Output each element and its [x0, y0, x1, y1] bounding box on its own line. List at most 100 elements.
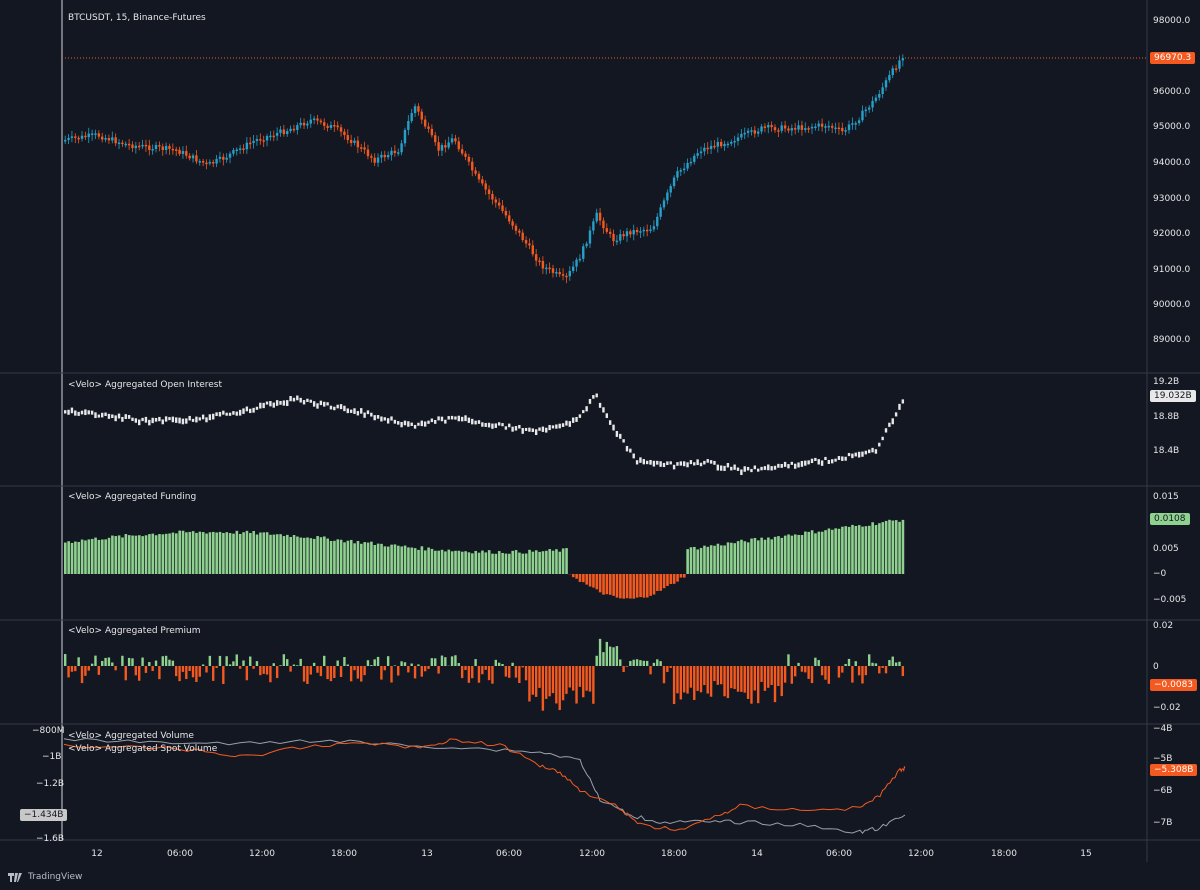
premium-bar	[279, 665, 282, 666]
candle-body	[467, 156, 471, 162]
funding-bar	[810, 530, 814, 574]
funding-bar	[528, 549, 531, 574]
candle-body	[74, 136, 77, 138]
funding-bar	[501, 552, 504, 574]
candle-body	[800, 125, 804, 130]
oi-candle	[67, 409, 70, 415]
candle-body	[864, 109, 868, 112]
oi-candle	[790, 461, 794, 465]
candle-body	[363, 147, 366, 150]
oi-candle	[302, 400, 306, 405]
premium-bar	[141, 657, 144, 666]
premium-bar	[349, 666, 353, 682]
premium-bar	[531, 666, 534, 695]
oi-candle	[753, 465, 757, 470]
candle-body	[635, 230, 639, 233]
premium-bar	[400, 661, 403, 666]
funding-bar	[185, 532, 188, 574]
funding-bar	[508, 553, 511, 574]
funding-bar	[393, 544, 397, 574]
premium-bar	[460, 666, 464, 679]
premium-bar	[323, 655, 326, 666]
oi-candle	[94, 412, 97, 419]
tradingview-footer[interactable]: TradingView	[8, 872, 82, 882]
candle-body	[447, 142, 450, 148]
candle-body	[706, 147, 709, 150]
funding-bar	[430, 548, 434, 574]
oi-candle	[107, 413, 111, 419]
funding-bar	[487, 550, 491, 574]
candle-body	[302, 122, 306, 126]
funding-bar	[854, 525, 858, 574]
candle-body	[400, 143, 403, 153]
funding-bar	[144, 535, 148, 574]
candle-body	[639, 231, 642, 233]
oi-candle	[487, 422, 491, 428]
candle-body	[891, 68, 894, 76]
premium-bar	[218, 655, 222, 666]
oi-candle	[437, 416, 440, 421]
premium-bar	[477, 666, 481, 683]
oi-candle	[164, 416, 168, 422]
funding-bar	[316, 536, 319, 574]
candle-body	[797, 125, 800, 130]
premium-bar	[302, 666, 306, 682]
candle-body	[531, 245, 534, 255]
candle-body	[175, 149, 178, 151]
funding-bar	[881, 522, 885, 574]
candle-body	[154, 145, 158, 150]
oi-candle	[508, 423, 511, 428]
premium-bar	[286, 659, 289, 666]
oi-candle	[447, 416, 450, 420]
candle-body	[571, 266, 575, 271]
funding-bar	[699, 547, 703, 574]
candle-body	[164, 145, 168, 151]
oi-candle	[427, 420, 430, 424]
oi-candle	[746, 466, 750, 471]
premium-bar	[884, 666, 888, 674]
oi-candle	[639, 457, 642, 463]
premium-bar	[232, 661, 235, 666]
oi-candle	[612, 424, 615, 431]
candle-body	[777, 130, 780, 132]
candle-body	[545, 267, 548, 270]
candle-body	[830, 125, 834, 128]
candle-body	[686, 163, 689, 169]
funding-bar	[218, 531, 222, 574]
funding-bar	[888, 519, 891, 574]
candle-body	[676, 171, 679, 178]
candle-body	[471, 161, 474, 171]
funding-bar	[259, 532, 262, 574]
candle-body	[178, 149, 181, 154]
candle-body	[612, 233, 615, 242]
premium-bar	[198, 666, 201, 677]
premium-bar	[689, 666, 693, 688]
oi-candle	[713, 460, 716, 465]
candle-body	[104, 138, 107, 140]
candle-body	[810, 126, 814, 129]
price-tick: 96000.0	[1153, 87, 1191, 97]
funding-bar	[652, 574, 656, 595]
oi-candle	[208, 414, 212, 421]
funding-bar	[296, 536, 299, 574]
oi-candle	[144, 416, 148, 423]
oi-candle	[881, 436, 884, 441]
funding-bar	[804, 531, 807, 574]
oi-candle	[528, 427, 531, 432]
candle-body	[265, 136, 269, 141]
premium-bar	[127, 657, 131, 666]
oi-candle	[400, 421, 403, 428]
candle-body	[793, 128, 797, 130]
premium-bar	[874, 663, 878, 666]
price-tick: 89000.0	[1153, 335, 1191, 345]
premium-bar	[625, 666, 629, 667]
premium-bar	[508, 666, 511, 678]
candle-body	[524, 240, 528, 244]
candle-body	[413, 106, 417, 114]
premium-bar	[171, 660, 175, 666]
funding-bar	[201, 532, 205, 574]
premium-bar	[346, 664, 349, 666]
premium-bar	[608, 646, 612, 666]
